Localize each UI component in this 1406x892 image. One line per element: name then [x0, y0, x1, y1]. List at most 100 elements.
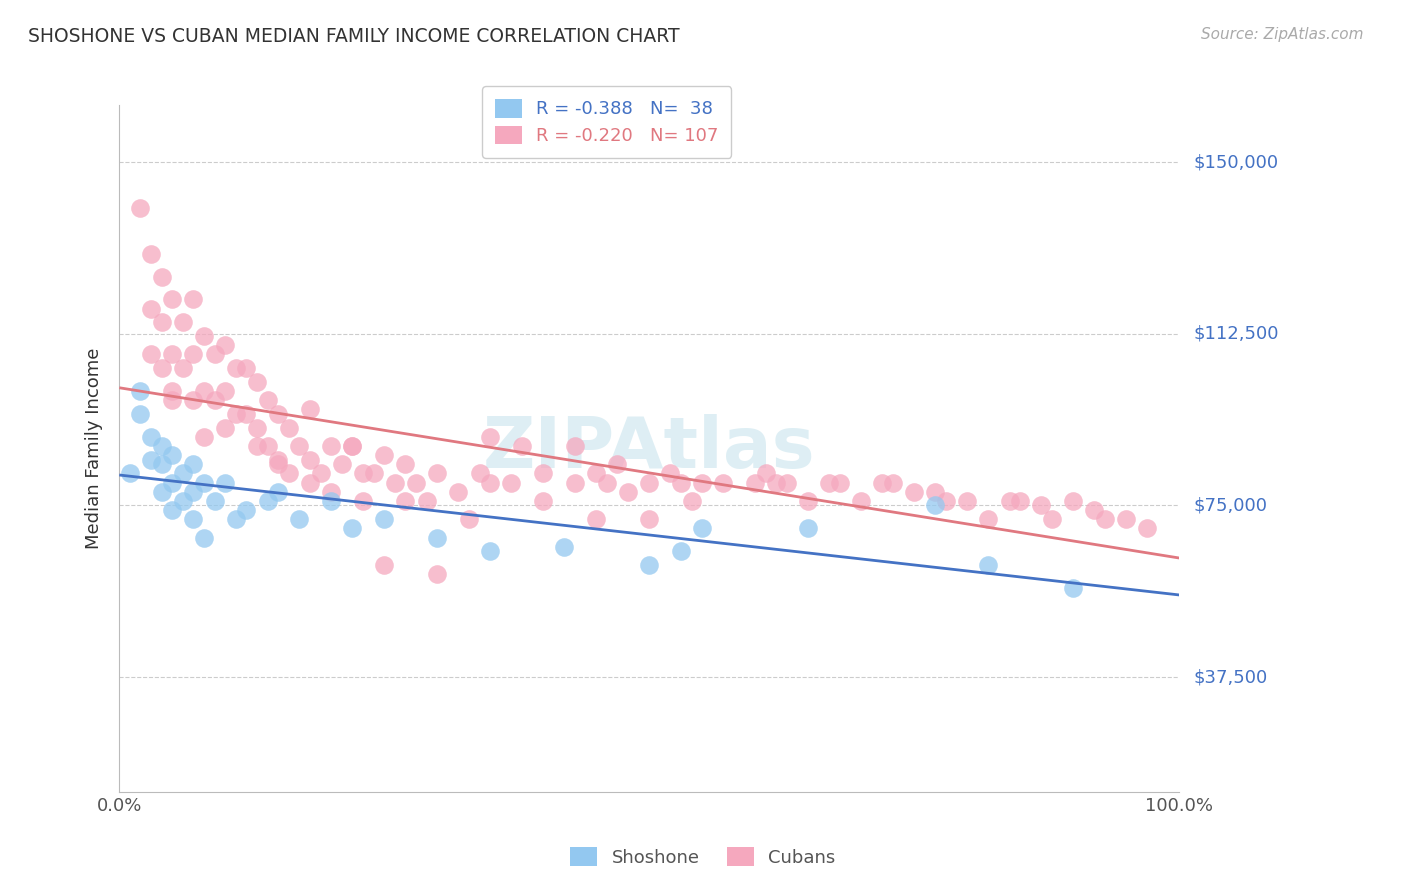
Point [214, 475, 236, 490]
Point [172, 361, 194, 376]
Point [225, 361, 247, 376]
Point [818, 475, 841, 490]
Point [669, 475, 692, 490]
Point [129, 384, 152, 398]
Point [690, 521, 713, 535]
Legend: Shoshone, Cubans: Shoshone, Cubans [562, 840, 844, 874]
Text: Source: ZipAtlas.com: Source: ZipAtlas.com [1201, 27, 1364, 42]
Point [426, 567, 449, 582]
Point [183, 293, 205, 307]
Point [606, 457, 628, 471]
Point [776, 475, 799, 490]
Point [277, 420, 299, 434]
Point [139, 430, 162, 444]
Point [162, 448, 184, 462]
Point [479, 430, 502, 444]
Point [765, 475, 787, 490]
Point [797, 494, 820, 508]
Point [183, 484, 205, 499]
Point [531, 467, 554, 481]
Point [246, 420, 269, 434]
Point [755, 467, 778, 481]
Point [204, 393, 226, 408]
Point [564, 439, 586, 453]
Point [139, 452, 162, 467]
Point [352, 494, 374, 508]
Point [935, 494, 957, 508]
Point [183, 457, 205, 471]
Point [162, 393, 184, 408]
Point [1031, 499, 1053, 513]
Point [150, 457, 173, 471]
Point [479, 544, 502, 558]
Point [342, 439, 364, 453]
Point [872, 475, 894, 490]
Point [321, 484, 343, 499]
Point [288, 439, 311, 453]
Point [235, 503, 257, 517]
Point [162, 475, 184, 490]
Text: $150,000: $150,000 [1194, 153, 1278, 171]
Point [405, 475, 427, 490]
Point [638, 512, 661, 526]
Point [342, 521, 364, 535]
Point [225, 512, 247, 526]
Point [585, 467, 607, 481]
Point [924, 499, 946, 513]
Point [204, 347, 226, 361]
Point [150, 361, 173, 376]
Text: $112,500: $112,500 [1194, 325, 1278, 343]
Point [139, 301, 162, 316]
Point [638, 475, 661, 490]
Point [193, 329, 215, 343]
Point [617, 484, 640, 499]
Point [299, 402, 322, 417]
Point [193, 430, 215, 444]
Point [309, 467, 332, 481]
Point [139, 246, 162, 260]
Point [1083, 503, 1105, 517]
Point [363, 467, 385, 481]
Point [373, 448, 395, 462]
Point [713, 475, 735, 490]
Point [150, 315, 173, 329]
Point [1094, 512, 1116, 526]
Point [447, 484, 470, 499]
Point [129, 407, 152, 421]
Point [246, 439, 269, 453]
Point [903, 484, 925, 499]
Point [531, 494, 554, 508]
Point [225, 407, 247, 421]
Point [553, 540, 575, 554]
Point [426, 531, 449, 545]
Point [172, 467, 194, 481]
Point [977, 512, 1000, 526]
Point [458, 512, 481, 526]
Text: $37,500: $37,500 [1194, 668, 1267, 686]
Point [288, 512, 311, 526]
Point [1115, 512, 1137, 526]
Point [150, 484, 173, 499]
Point [501, 475, 523, 490]
Point [150, 439, 173, 453]
Point [479, 475, 502, 490]
Point [150, 269, 173, 284]
Point [956, 494, 979, 508]
Point [235, 361, 257, 376]
Point [299, 452, 322, 467]
Point [162, 293, 184, 307]
Legend: R = -0.388   N=  38, R = -0.220   N= 107: R = -0.388 N= 38, R = -0.220 N= 107 [482, 87, 731, 158]
Point [1010, 494, 1032, 508]
Point [394, 494, 416, 508]
Point [214, 338, 236, 352]
Point [204, 494, 226, 508]
Point [426, 467, 449, 481]
Point [267, 457, 290, 471]
Point [744, 475, 766, 490]
Point [596, 475, 619, 490]
Point [924, 484, 946, 499]
Point [246, 375, 269, 389]
Point [690, 475, 713, 490]
Point [277, 467, 299, 481]
Point [373, 512, 395, 526]
